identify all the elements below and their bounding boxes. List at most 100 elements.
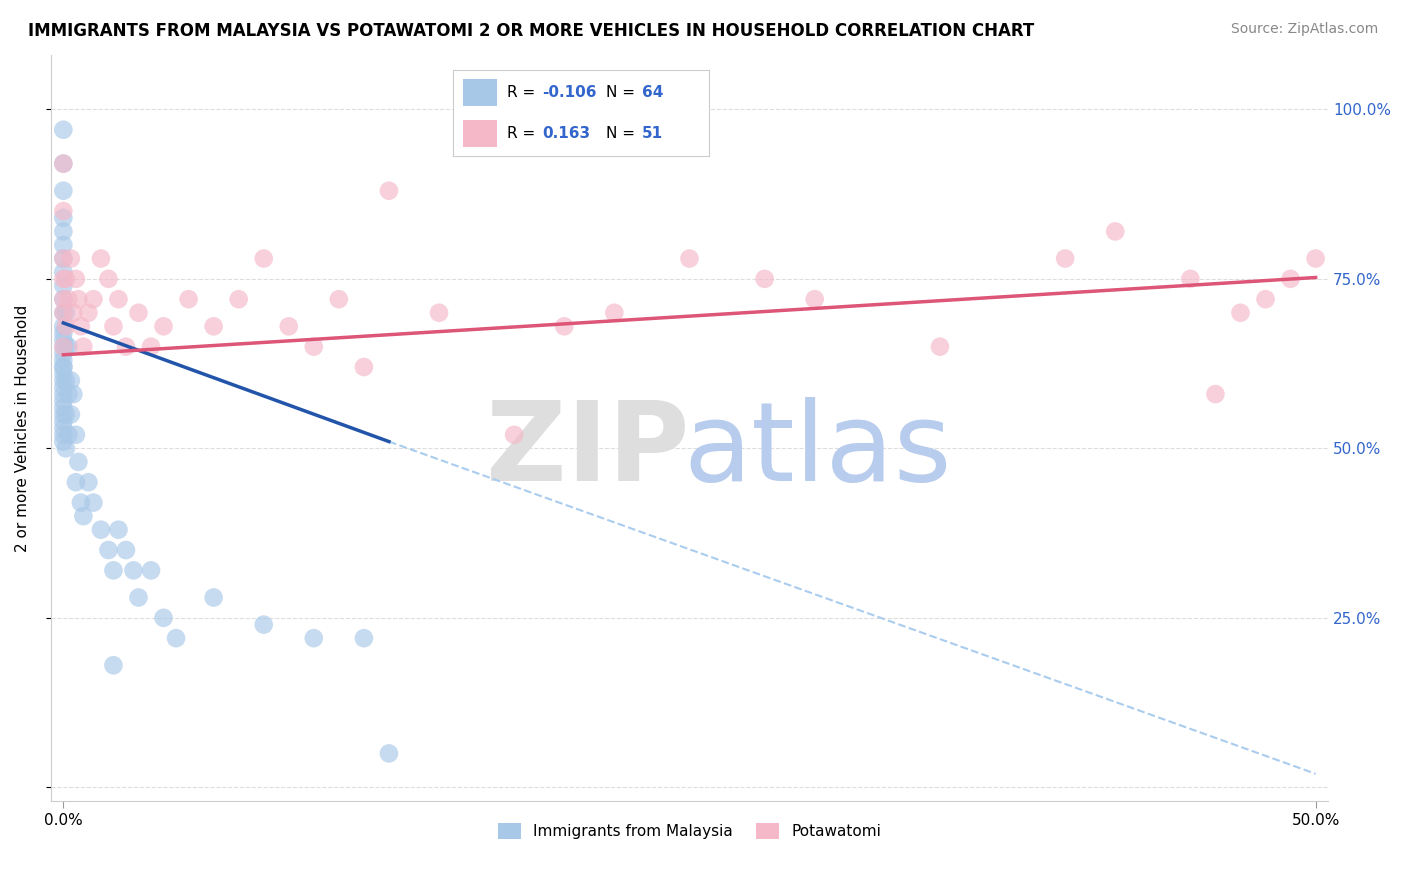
Point: [253, 617, 276, 632]
Point: [72, 340, 94, 354]
Point: [353, 631, 375, 645]
Point: [603, 306, 626, 320]
Point: [59, 252, 82, 266]
Point: [103, 319, 125, 334]
Point: [803, 292, 825, 306]
Point: [52, 204, 75, 219]
Point: [1180, 272, 1202, 286]
Point: [67, 292, 90, 306]
Point: [55, 272, 77, 286]
Point: [52, 434, 75, 449]
Point: [503, 427, 526, 442]
Point: [52, 367, 75, 381]
Point: [52, 414, 75, 428]
Point: [202, 591, 225, 605]
Point: [52, 359, 75, 374]
Y-axis label: 2 or more Vehicles in Household: 2 or more Vehicles in Household: [15, 304, 30, 551]
Point: [65, 272, 87, 286]
Point: [52, 380, 75, 394]
Point: [253, 252, 276, 266]
Point: [107, 292, 129, 306]
Point: [427, 306, 450, 320]
Point: [77, 475, 100, 490]
Point: [929, 340, 952, 354]
Point: [152, 319, 174, 334]
Point: [58, 387, 80, 401]
Point: [55, 442, 77, 456]
Point: [1229, 306, 1251, 320]
Text: atlas: atlas: [683, 397, 952, 504]
Point: [59, 408, 82, 422]
Point: [52, 306, 75, 320]
Point: [378, 184, 401, 198]
Point: [52, 333, 75, 347]
Point: [52, 427, 75, 442]
Point: [302, 340, 325, 354]
Point: [90, 523, 112, 537]
Point: [52, 252, 75, 266]
Point: [152, 611, 174, 625]
Point: [52, 122, 75, 136]
Point: [55, 306, 77, 320]
Point: [70, 495, 93, 509]
Point: [122, 563, 145, 577]
Text: ZIP: ZIP: [485, 397, 689, 504]
Point: [55, 408, 77, 422]
Point: [70, 319, 93, 334]
Point: [277, 319, 299, 334]
Point: [62, 387, 84, 401]
Point: [328, 292, 350, 306]
Point: [52, 272, 75, 286]
Point: [55, 374, 77, 388]
Point: [59, 374, 82, 388]
Point: [65, 427, 87, 442]
Point: [165, 631, 187, 645]
Point: [1104, 224, 1126, 238]
Point: [90, 252, 112, 266]
Point: [55, 319, 77, 334]
Point: [52, 292, 75, 306]
Point: [52, 184, 75, 198]
Point: [353, 359, 375, 374]
Point: [72, 509, 94, 524]
Point: [52, 340, 75, 354]
Point: [52, 353, 75, 368]
Point: [52, 340, 75, 354]
Point: [52, 306, 75, 320]
Text: IMMIGRANTS FROM MALAYSIA VS POTAWATOMI 2 OR MORE VEHICLES IN HOUSEHOLD CORRELATI: IMMIGRANTS FROM MALAYSIA VS POTAWATOMI 2…: [28, 22, 1035, 40]
Point: [97, 272, 120, 286]
Point: [58, 340, 80, 354]
Point: [52, 387, 75, 401]
Point: [97, 543, 120, 558]
Point: [52, 211, 75, 225]
Point: [58, 427, 80, 442]
Point: [67, 455, 90, 469]
Point: [1054, 252, 1077, 266]
Point: [202, 319, 225, 334]
Point: [62, 306, 84, 320]
Point: [1305, 252, 1327, 266]
Point: [52, 292, 75, 306]
Point: [82, 495, 104, 509]
Point: [52, 359, 75, 374]
Point: [52, 278, 75, 293]
Legend: Immigrants from Malaysia, Potawatomi: Immigrants from Malaysia, Potawatomi: [492, 817, 887, 846]
Point: [115, 340, 138, 354]
Point: [52, 421, 75, 435]
Point: [128, 591, 150, 605]
Point: [378, 747, 401, 761]
Point: [82, 292, 104, 306]
Point: [302, 631, 325, 645]
Text: Source: ZipAtlas.com: Source: ZipAtlas.com: [1230, 22, 1378, 37]
Point: [52, 408, 75, 422]
Point: [1204, 387, 1226, 401]
Point: [52, 374, 75, 388]
Point: [103, 658, 125, 673]
Point: [52, 326, 75, 340]
Point: [1254, 292, 1277, 306]
Point: [52, 401, 75, 415]
Point: [103, 563, 125, 577]
Point: [107, 523, 129, 537]
Point: [52, 238, 75, 252]
Point: [52, 224, 75, 238]
